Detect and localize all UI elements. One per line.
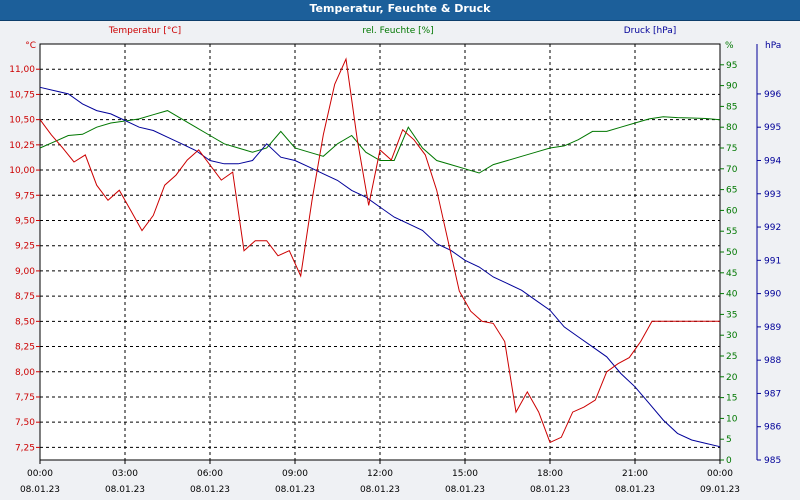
humidity-tick-label: 55 [726,227,737,237]
x-tick-time-label: 03:00 [112,469,138,479]
humidity-tick-label: 35 [726,310,737,320]
humidity-tick-label: 95 [726,61,737,71]
humidity-tick-label: 25 [726,352,737,362]
temperature-unit-label: °C [25,41,36,51]
temperature-tick-label: 10,75 [9,90,35,100]
humidity-tick-label: 75 [726,144,737,154]
temperature-tick-label: 10,50 [9,116,35,126]
humidity-tick-label: 65 [726,186,737,196]
humidity-tick-label: 85 [726,102,737,112]
pressure-tick-label: 990 [764,290,781,300]
humidity-tick-label: 50 [726,248,738,258]
x-tick-time-label: 00:00 [707,469,733,479]
pressure-tick-label: 996 [764,90,781,100]
humidity-tick-label: 0 [726,456,732,466]
humidity-tick-label: 60 [726,206,738,216]
humidity-tick-label: 5 [726,435,732,445]
pressure-series-line [39,86,721,448]
humidity-tick-label: 30 [726,331,738,341]
temperature-tick-label: 8,75 [15,292,35,302]
pressure-unit-label: hPa [765,41,781,51]
humidity-tick-label: 10 [726,414,738,424]
chart-title: Temperatur, Feuchte & Druck [0,0,800,21]
temperature-series-label: Temperatur [°C] [108,26,181,36]
pressure-tick-label: 988 [764,356,781,366]
humidity-tick-label: 70 [726,165,738,175]
humidity-unit-label: % [725,41,734,51]
pressure-tick-label: 987 [764,389,781,399]
humidity-tick-label: 40 [726,290,738,300]
pressure-tick-label: 992 [764,223,781,233]
x-tick-date-label: 08.01.23 [615,485,655,495]
x-tick-date-label: 09.01.23 [700,485,740,495]
temperature-tick-label: 9,50 [15,216,35,226]
pressure-tick-label: 994 [764,156,781,166]
pressure-tick-label: 995 [764,123,781,133]
plot-area [39,43,721,461]
x-tick-date-label: 08.01.23 [445,485,485,495]
temperature-tick-label: 10,00 [9,166,35,176]
humidity-series-label: rel. Feuchte [%] [362,26,433,36]
pressure-tick-label: 991 [764,256,781,266]
x-tick-date-label: 08.01.23 [530,485,570,495]
temperature-series-line [39,57,720,444]
x-tick-time-label: 06:00 [197,469,223,479]
temperature-tick-label: 8,50 [15,317,35,327]
x-tick-time-label: 18:00 [537,469,563,479]
temperature-tick-label: 7,75 [15,393,35,403]
temperature-tick-label: 9,25 [15,242,35,252]
x-tick-time-label: 21:00 [622,469,648,479]
humidity-tick-label: 45 [726,269,737,279]
x-tick-date-label: 08.01.23 [20,485,60,495]
pressure-tick-label: 993 [764,190,781,200]
x-tick-time-label: 12:00 [367,469,393,479]
x-tick-date-label: 08.01.23 [105,485,145,495]
humidity-tick-label: 15 [726,394,737,404]
pressure-tick-label: 986 [764,423,781,433]
x-tick-time-label: 09:00 [282,469,308,479]
x-tick-time-label: 15:00 [452,469,478,479]
temperature-tick-label: 10,25 [9,141,35,151]
humidity-series-line [39,110,721,174]
temperature-tick-label: 8,25 [15,343,35,353]
pressure-tick-label: 985 [764,456,781,466]
temperature-tick-label: 7,50 [15,418,35,428]
pressure-tick-label: 989 [764,323,781,333]
temperature-tick-label: 9,75 [15,191,35,201]
x-tick-date-label: 08.01.23 [275,485,315,495]
x-tick-time-label: 00:00 [27,469,53,479]
temperature-tick-label: 11,00 [9,65,35,75]
x-tick-date-label: 08.01.23 [190,485,230,495]
humidity-tick-label: 80 [726,123,738,133]
x-tick-date-label: 08.01.23 [360,485,400,495]
temperature-tick-label: 7,25 [15,443,35,453]
temperature-tick-label: 9,00 [15,267,35,277]
pressure-series-label: Druck [hPa] [624,26,677,36]
humidity-tick-label: 90 [726,82,738,92]
humidity-tick-label: 20 [726,373,738,383]
temperature-tick-label: 8,00 [15,368,35,378]
